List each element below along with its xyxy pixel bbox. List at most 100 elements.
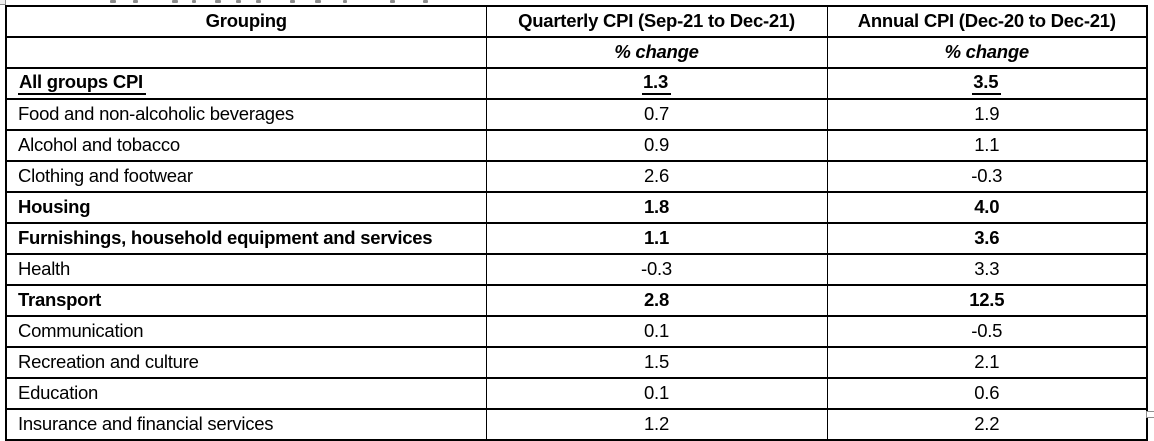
annual-cpi-cell: 1.9 [826,98,1148,131]
quarterly-cpi-cell: 2.8 [485,284,828,317]
subheader-quarterly-pct-change: % change [485,36,828,69]
table-header-row: Grouping Quarterly CPI (Sep-21 to Dec-21… [5,5,1148,38]
grouping-label: Housing [18,196,91,218]
grouping-label: Clothing and footwear [18,165,193,187]
grouping-cell: Housing [5,191,487,224]
cropped-text-artifact [110,0,116,3]
grouping-label: Food and non-alcoholic beverages [18,103,294,125]
grouping-label: Alcohol and tobacco [18,134,180,156]
annual-cpi-cell: 1.1 [826,129,1148,162]
table-row: Food and non-alcoholic beverages 0.7 1.9 [5,98,1148,131]
grouping-label: Health [18,258,70,280]
cropped-text-artifact [256,0,261,3]
cropped-text-artifact [343,0,347,3]
column-header-grouping: Grouping [5,5,487,38]
table-row: Transport 2.8 12.5 [5,284,1148,317]
annual-cpi-value: 4.0 [974,196,1000,218]
grouping-label: Insurance and financial services [18,413,274,435]
cropped-text-artifact [192,0,196,3]
quarterly-cpi-cell: 0.1 [485,315,828,348]
grouping-cell: Insurance and financial services [5,408,487,441]
table-row: Furnishings, household equipment and ser… [5,222,1148,255]
quarterly-cpi-cell: 2.6 [485,160,828,193]
grouping-label: Furnishings, household equipment and ser… [18,227,433,249]
quarterly-cpi-value: 0.1 [644,382,669,404]
annual-cpi-value: -0.3 [971,165,1003,187]
grouping-cell: Food and non-alcoholic beverages [5,98,487,131]
quarterly-cpi-cell: 1.5 [485,346,828,379]
annual-cpi-value: 3.5 [972,71,1002,96]
quarterly-cpi-value: 1.8 [644,196,669,218]
quarterly-cpi-value: 1.3 [642,71,671,96]
grouping-cell: Alcohol and tobacco [5,129,487,162]
table-row: Education 0.1 0.6 [5,377,1148,410]
annual-cpi-cell: 2.2 [826,408,1148,441]
quarterly-cpi-value: 1.2 [644,413,669,435]
grouping-cell: Health [5,253,487,286]
table-resize-handle-artifact [1146,411,1154,418]
cropped-text-artifact [215,0,221,3]
cropped-text-artifact [390,0,395,3]
quarterly-cpi-cell: 0.1 [485,377,828,410]
quarterly-cpi-cell: 0.7 [485,98,828,131]
subheader-empty-cell [5,36,487,69]
quarterly-cpi-value: 2.6 [644,165,669,187]
table-row: Insurance and financial services 1.2 2.2 [5,408,1148,441]
table-row: All groups CPI 1.3 3.5 [5,67,1148,100]
annual-cpi-value: -0.5 [971,320,1003,342]
annual-cpi-value: 2.1 [974,351,1000,373]
quarterly-cpi-cell: 0.9 [485,129,828,162]
annual-cpi-value: 2.2 [974,413,1000,435]
grouping-label: Education [18,382,99,404]
grouping-cell: Clothing and footwear [5,160,487,193]
annual-cpi-cell: -0.3 [826,160,1148,193]
quarterly-cpi-cell: 1.1 [485,222,828,255]
quarterly-cpi-value: -0.3 [641,258,672,280]
grouping-label: Transport [18,289,102,311]
annual-cpi-cell: 3.3 [826,253,1148,286]
annual-cpi-value: 3.6 [974,227,1000,249]
cropped-text-artifact [290,0,295,3]
grouping-cell: Recreation and culture [5,346,487,379]
annual-cpi-value: 1.1 [974,134,1000,156]
annual-cpi-cell: 12.5 [826,284,1148,317]
grouping-label: Recreation and culture [18,351,199,373]
cropped-text-artifact [315,0,321,3]
table-row: Communication 0.1 -0.5 [5,315,1148,348]
cropped-text-artifact [236,0,241,3]
table-body: All groups CPI 1.3 3.5 Food and non-alco… [5,67,1148,441]
grouping-cell: Education [5,377,487,410]
subheader-annual-pct-change: % change [826,36,1148,69]
column-header-annual-cpi: Annual CPI (Dec-20 to Dec-21) [826,5,1148,38]
grouping-cell: Transport [5,284,487,317]
annual-cpi-cell: -0.5 [826,315,1148,348]
cpi-table: Grouping Quarterly CPI (Sep-21 to Dec-21… [5,5,1148,441]
annual-cpi-value: 1.9 [974,103,1000,125]
annual-cpi-value: 3.3 [974,258,1000,280]
annual-cpi-cell: 4.0 [826,191,1148,224]
quarterly-cpi-value: 0.1 [644,320,669,342]
quarterly-cpi-cell: 1.2 [485,408,828,441]
column-header-quarterly-cpi: Quarterly CPI (Sep-21 to Dec-21) [485,5,828,38]
grouping-cell: Communication [5,315,487,348]
table-row: Health -0.3 3.3 [5,253,1148,286]
cropped-text-artifact [133,0,138,3]
grouping-label: Communication [18,320,144,342]
quarterly-cpi-cell: -0.3 [485,253,828,286]
table-row: Recreation and culture 1.5 2.1 [5,346,1148,379]
annual-cpi-cell: 0.6 [826,377,1148,410]
quarterly-cpi-value: 1.5 [644,351,669,373]
quarterly-cpi-value: 2.8 [644,289,669,311]
quarterly-cpi-cell: 1.3 [485,67,828,100]
annual-cpi-cell: 3.5 [826,67,1148,100]
cropped-handle-artifact [0,0,6,5]
grouping-cell: Furnishings, household equipment and ser… [5,222,487,255]
table-row: Alcohol and tobacco 0.9 1.1 [5,129,1148,162]
grouping-label: All groups CPI [18,71,146,96]
table-row: Housing 1.8 4.0 [5,191,1148,224]
annual-cpi-value: 12.5 [969,289,1005,311]
annual-cpi-cell: 2.1 [826,346,1148,379]
quarterly-cpi-value: 1.1 [644,227,669,249]
quarterly-cpi-value: 0.7 [644,103,669,125]
